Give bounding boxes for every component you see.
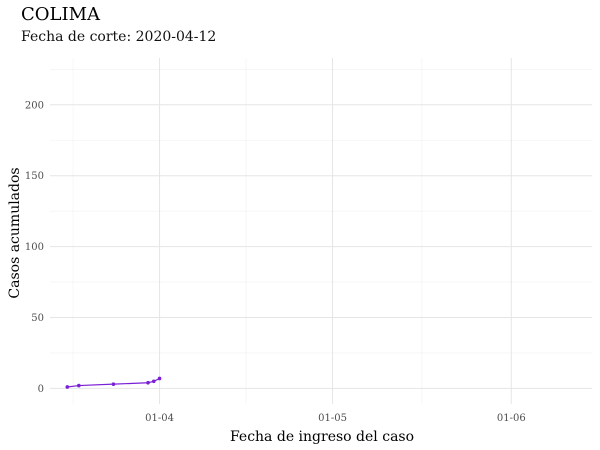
x-tick-label: 01-06 bbox=[497, 413, 526, 424]
data-point bbox=[65, 385, 70, 389]
data-point bbox=[151, 379, 156, 384]
y-tick-label: 150 bbox=[25, 171, 44, 182]
series-layer bbox=[65, 376, 162, 389]
data-point bbox=[111, 382, 116, 386]
y-tick-label: 50 bbox=[31, 313, 44, 324]
tick-labels: 0 50 100 150 200 01-04 01-05 01-06 bbox=[25, 100, 526, 424]
y-tick-label: 200 bbox=[25, 100, 44, 111]
data-point bbox=[146, 380, 150, 385]
x-tick-label: 01-04 bbox=[145, 413, 174, 424]
data-point bbox=[77, 383, 81, 388]
major-gridlines bbox=[50, 58, 592, 404]
chart-subtitle: Fecha de corte: 2020-04-12 bbox=[21, 29, 217, 45]
x-tick-label: 01-05 bbox=[318, 413, 347, 424]
data-point bbox=[157, 376, 162, 381]
chart-title: COLIMA bbox=[21, 4, 101, 25]
y-tick-label: 0 bbox=[38, 384, 44, 395]
y-tick-label: 100 bbox=[25, 242, 44, 253]
minor-gridlines bbox=[50, 58, 592, 404]
x-axis-title: Fecha de ingreso del caso bbox=[230, 429, 414, 445]
y-axis-title: Casos acumulados bbox=[7, 167, 23, 298]
